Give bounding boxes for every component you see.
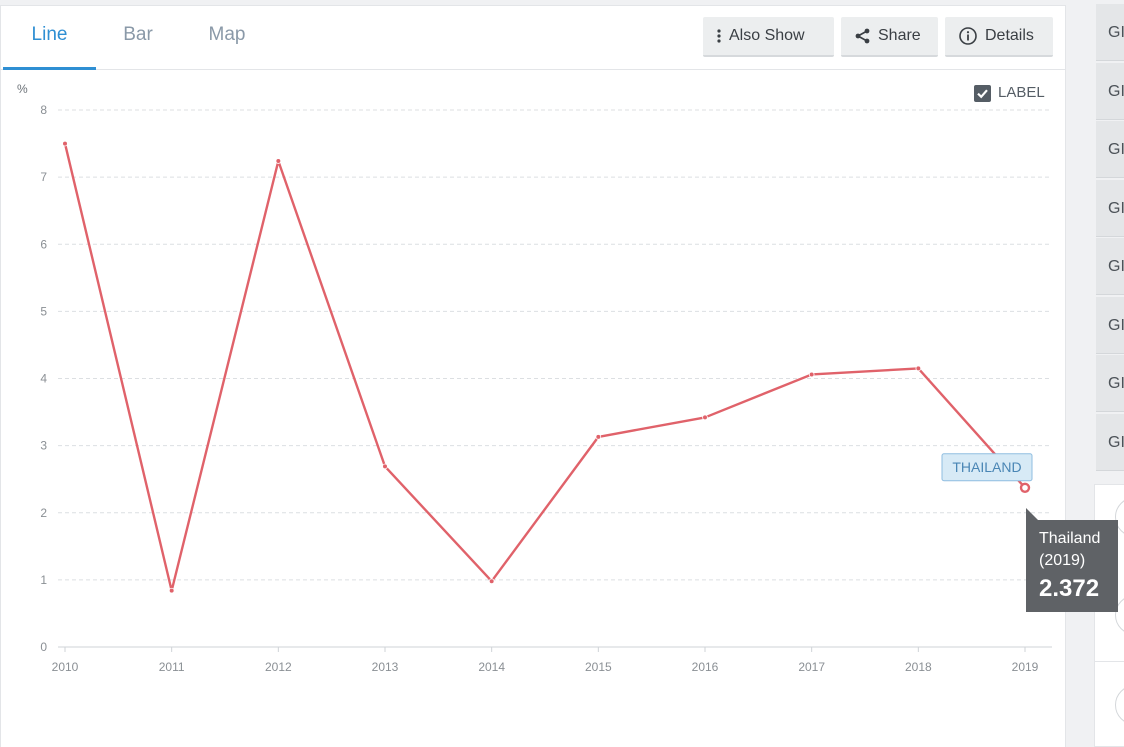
y-tick-label: 4 — [40, 372, 47, 386]
x-tick-label: 2012 — [265, 660, 292, 674]
side-list-item[interactable]: GI — [1096, 62, 1124, 120]
share-icon — [855, 28, 870, 44]
x-tick-label: 2015 — [585, 660, 612, 674]
x-tick-label: 2016 — [692, 660, 719, 674]
y-tick-label: 3 — [40, 439, 47, 453]
y-tick-label: 5 — [40, 304, 47, 318]
also-show-button[interactable]: Also Show — [703, 17, 834, 57]
tooltip-value: 2.372 — [1039, 575, 1100, 602]
chart-tabs: Line Bar Map Also Show Share Details — [1, 6, 1065, 70]
side-list-item[interactable]: GI — [1096, 413, 1124, 471]
side-list-item[interactable]: GI — [1096, 238, 1124, 295]
y-tick-label: 2 — [40, 506, 47, 520]
data-point[interactable] — [595, 434, 602, 440]
y-tick-label: 1 — [40, 573, 47, 587]
side-list-item[interactable]: GI — [1096, 355, 1124, 412]
line-chart: % 0 1 2 3 4 5 6 7 8 2010 2011 2012 2013 2014 2015 2016… — [17, 82, 1052, 674]
tooltip-country: Thailand — [1039, 530, 1101, 547]
y-axis-label: % — [17, 82, 28, 96]
x-tick-label: 2013 — [372, 660, 399, 674]
y-tick-label: 8 — [40, 103, 47, 117]
tooltip-year: (2019) — [1039, 552, 1086, 569]
series-line-thailand — [63, 143, 1026, 592]
series-label-badge: THAILAND — [941, 453, 1033, 482]
y-tick-label: 7 — [40, 170, 47, 184]
details-button[interactable]: Details — [945, 17, 1053, 57]
label-toggle-text: LABEL — [998, 84, 1045, 101]
tab-line[interactable]: Line — [3, 6, 96, 70]
details-label: Details — [985, 27, 1034, 44]
data-point[interactable] — [702, 414, 708, 421]
side-list-item[interactable]: GI — [1096, 4, 1124, 61]
x-tick-label: 2017 — [798, 660, 825, 674]
data-point[interactable] — [915, 365, 922, 372]
info-icon — [959, 26, 977, 45]
share-button[interactable]: Share — [841, 17, 938, 57]
data-tooltip: Thailand (2019) 2.372 — [1026, 508, 1118, 612]
series-label-text: THAILAND — [952, 459, 1021, 475]
more-vertical-icon — [717, 29, 721, 43]
y-tick-label: 0 — [40, 640, 47, 654]
data-point[interactable] — [382, 463, 388, 470]
side-list-item[interactable]: GI — [1096, 179, 1124, 237]
label-checkbox[interactable] — [974, 85, 991, 102]
chart-panel: Line Bar Map Also Show Share Details — [0, 5, 1066, 747]
x-tick-label: 2018 — [905, 660, 932, 674]
data-point[interactable] — [808, 371, 815, 378]
tab-bar[interactable]: Bar — [123, 24, 153, 45]
share-label: Share — [878, 27, 921, 44]
side-list-item[interactable]: GI — [1096, 121, 1124, 178]
data-point-highlighted[interactable] — [1019, 482, 1031, 493]
side-list-item[interactable]: GI — [1096, 296, 1124, 354]
y-tick-label: 6 — [40, 237, 47, 251]
side-circle-icon — [1115, 685, 1124, 725]
divider — [1095, 661, 1124, 662]
tab-map[interactable]: Map — [208, 24, 246, 45]
check-icon — [977, 89, 988, 99]
also-show-label: Also Show — [729, 27, 805, 44]
x-tick-label: 2010 — [52, 660, 79, 674]
x-tick-label: 2019 — [1012, 660, 1039, 674]
data-point[interactable] — [275, 158, 282, 164]
x-tick-label: 2014 — [478, 660, 505, 674]
x-tick-label: 2011 — [159, 660, 185, 674]
data-point[interactable] — [62, 140, 68, 147]
data-point[interactable] — [488, 578, 495, 585]
data-point[interactable] — [168, 587, 175, 594]
